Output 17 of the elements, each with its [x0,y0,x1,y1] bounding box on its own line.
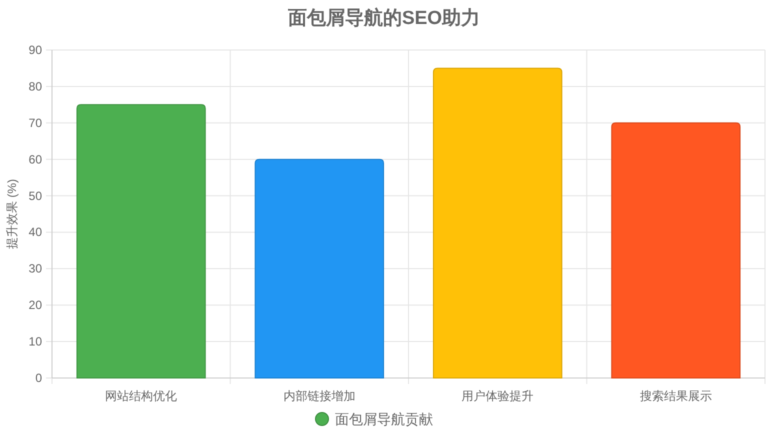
y-tick-label: 20 [28,298,42,312]
y-tick-label: 70 [28,116,42,130]
y-axis-title: 提升效果 (%) [5,179,19,249]
x-tick-label: 内部链接增加 [283,389,356,403]
y-tick-label: 0 [35,371,42,385]
x-tick-label: 搜索结果展示 [640,389,712,403]
y-tick-label: 80 [28,79,42,94]
y-tick-label: 40 [28,225,42,240]
chart-title: 面包屑导航的SEO助力 [286,7,480,29]
y-tick-label: 30 [28,262,42,276]
legend-label: 面包屑导航贡献 [335,411,433,427]
x-tick-label: 网站结构优化 [105,389,178,403]
y-tick-label: 10 [28,334,42,349]
x-tick-label: 用户体验提升 [462,389,534,403]
y-tick-label: 50 [28,188,42,203]
y-tick-label: 60 [28,152,42,166]
y-tick-label: 90 [28,43,42,57]
